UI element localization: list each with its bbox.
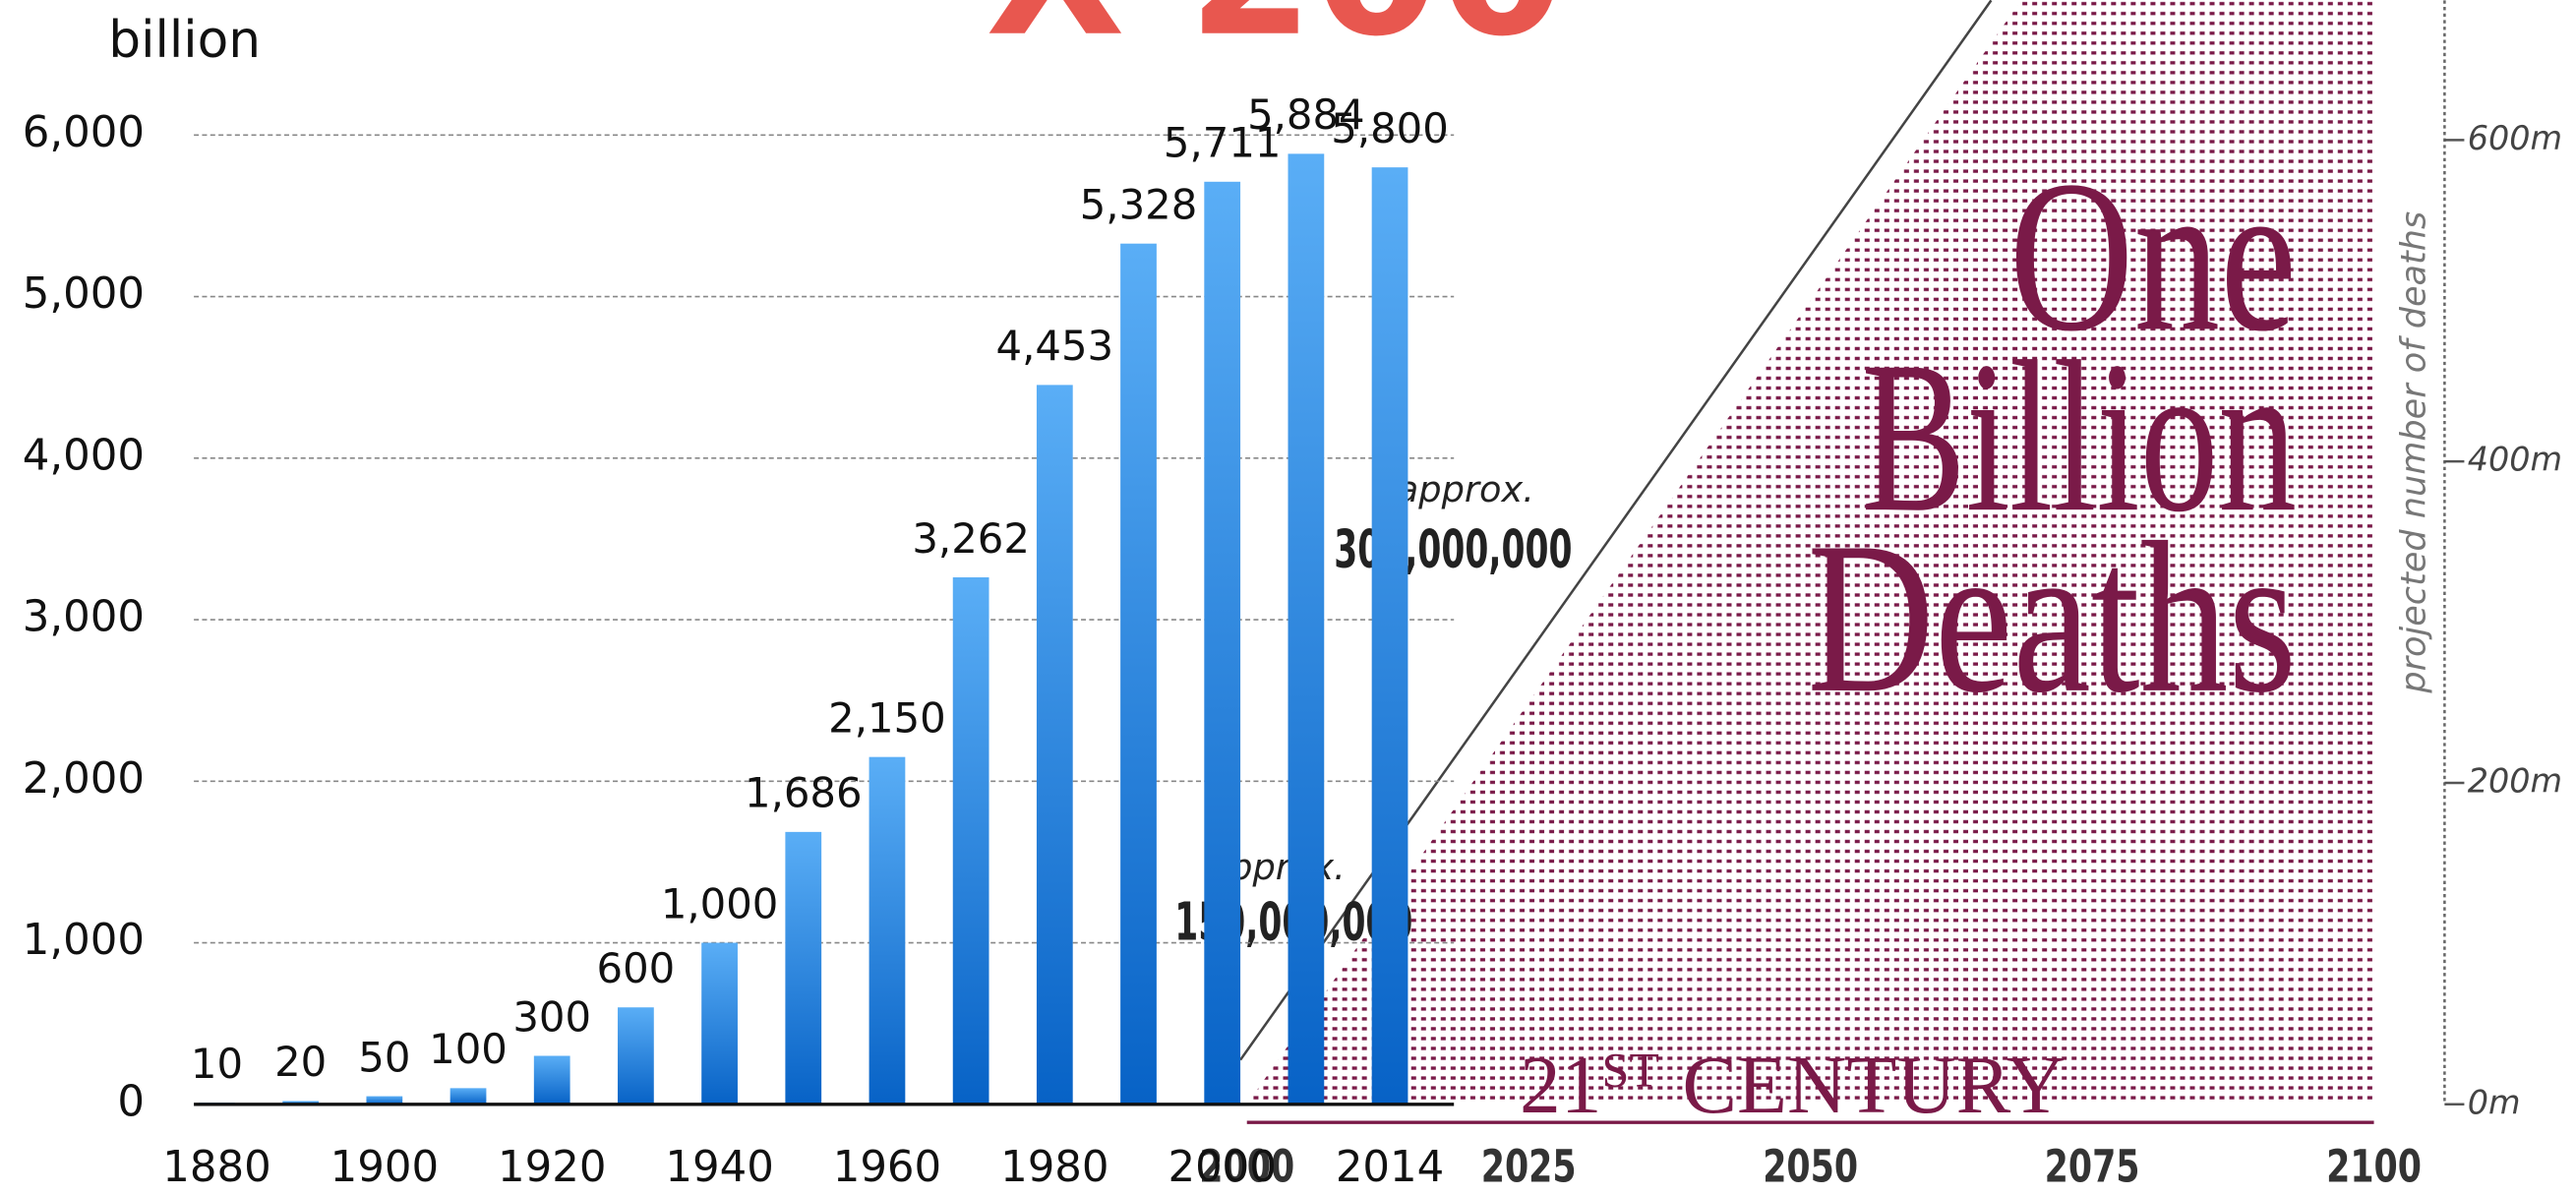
- x-tick-label: 2000: [1168, 1143, 1276, 1192]
- bar: [449, 1088, 487, 1105]
- century-label: 21ST CENTURY: [1520, 1041, 2066, 1131]
- x-tick-label: 2000: [1199, 1141, 1294, 1193]
- x-tick-label: 1920: [498, 1143, 606, 1192]
- y-tick-label: 1,000: [23, 916, 145, 965]
- x-tick-label: 1940: [665, 1143, 773, 1192]
- y-tick-label: 5,000: [23, 269, 145, 319]
- x-tick-label: 1880: [162, 1143, 270, 1192]
- title-line: Deaths: [1807, 498, 2297, 738]
- century-suffix: ST: [1602, 1042, 1659, 1097]
- century-number: 21: [1520, 1041, 1602, 1131]
- area: [1246, 0, 2374, 1105]
- bar: [785, 831, 822, 1105]
- y-tick-label: 0: [117, 1077, 145, 1126]
- bar: [701, 942, 738, 1105]
- value-label: 2,150: [828, 693, 946, 742]
- y-tick-label: 400m: [2468, 441, 2562, 479]
- value-label: 20: [274, 1038, 327, 1086]
- x-tick-label: 2014: [1336, 1143, 1444, 1192]
- x-tick-label: 1960: [833, 1143, 941, 1192]
- bar: [1204, 181, 1241, 1105]
- annotation-prefix: approx.: [1397, 468, 1534, 510]
- x-tick-label: 2075: [2045, 1141, 2140, 1193]
- bar-chart: X 200 billion 0 1,000 2,000 3,000 4,000 5,000…: [23, 0, 1566, 1192]
- projection-chart: projected number of deaths One Billion D…: [1174, 0, 2562, 1193]
- value-label: 1,000: [661, 879, 779, 927]
- value-label: 300: [512, 992, 591, 1041]
- bar: [952, 577, 989, 1105]
- border-line: [1239, 0, 1993, 1061]
- bar: [366, 1096, 403, 1105]
- bar: [618, 1007, 654, 1105]
- y-tick-label: 2,000: [23, 754, 145, 804]
- bar: [869, 756, 906, 1105]
- y-tick-label: 4,000: [23, 431, 145, 480]
- value-label: 1,686: [745, 769, 863, 817]
- value-label: 5,800: [1331, 104, 1449, 152]
- y-axis-label: billion: [108, 11, 261, 70]
- title-line: Billion: [1861, 317, 2297, 557]
- value-label: 100: [429, 1025, 508, 1073]
- y-tick-label: 600m: [2468, 119, 2562, 157]
- bar: [1120, 243, 1157, 1105]
- x-tick-label: 1900: [330, 1143, 439, 1192]
- bar: [533, 1055, 570, 1105]
- x-tick-label: 2100: [2326, 1141, 2422, 1193]
- x-tick-label: 1980: [1000, 1143, 1108, 1192]
- value-label: 600: [597, 944, 676, 992]
- bar: [1371, 167, 1408, 1105]
- century-word: CENTURY: [1682, 1041, 2066, 1131]
- x-tick-label: 2050: [1763, 1141, 1858, 1193]
- y-tick-label: 0m: [2468, 1083, 2521, 1121]
- value-label: 4,453: [996, 322, 1114, 370]
- annotation: 300,000,000: [1334, 518, 1572, 580]
- y-tick-label: 200m: [2468, 761, 2562, 800]
- value-label: 5,884: [1247, 90, 1365, 139]
- value-label: 5,328: [1080, 180, 1198, 228]
- y-axis-label: projected number of deaths: [2393, 211, 2433, 694]
- chart-title: X 200: [986, 0, 1565, 77]
- value-label: 3,262: [912, 514, 1030, 563]
- y-tick-label: 3,000: [23, 593, 145, 642]
- value-label: 50: [358, 1033, 410, 1081]
- bar: [1288, 153, 1325, 1105]
- title-line: One: [2009, 136, 2297, 376]
- x-tick-label: 2025: [1481, 1141, 1577, 1193]
- value-label: 5,711: [1164, 119, 1282, 167]
- bar: [1036, 385, 1073, 1105]
- value-label: 10: [191, 1040, 243, 1088]
- y-tick-label: 6,000: [23, 108, 145, 157]
